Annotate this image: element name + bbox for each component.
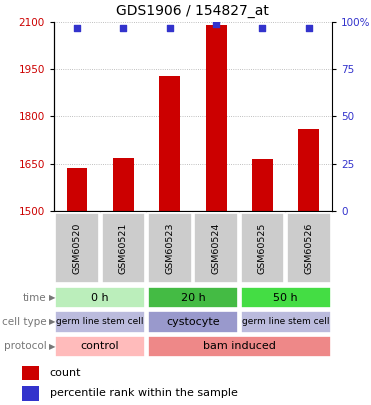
- Bar: [55, 213, 99, 283]
- Text: control: control: [81, 341, 119, 351]
- Bar: [287, 213, 331, 283]
- Text: GSM60525: GSM60525: [258, 222, 267, 274]
- Text: 50 h: 50 h: [273, 293, 298, 303]
- Text: 0 h: 0 h: [91, 293, 109, 303]
- Bar: [241, 287, 331, 308]
- Bar: [113, 158, 134, 211]
- Text: cystocyte: cystocyte: [166, 317, 220, 327]
- Bar: [159, 76, 180, 211]
- Bar: [55, 311, 145, 333]
- Bar: [252, 159, 273, 211]
- Text: ▶: ▶: [49, 318, 55, 326]
- Text: ▶: ▶: [49, 293, 55, 302]
- Text: bam induced: bam induced: [203, 341, 276, 351]
- Point: [167, 25, 173, 31]
- Text: percentile rank within the sample: percentile rank within the sample: [50, 388, 237, 399]
- Text: ▶: ▶: [49, 342, 55, 351]
- Point: [213, 21, 219, 28]
- Bar: [241, 311, 331, 333]
- Text: GSM60520: GSM60520: [72, 222, 82, 274]
- Text: cell type: cell type: [2, 317, 46, 327]
- Text: time: time: [23, 293, 46, 303]
- Bar: [148, 311, 238, 333]
- Bar: [66, 168, 88, 211]
- Title: GDS1906 / 154827_at: GDS1906 / 154827_at: [116, 4, 269, 19]
- Bar: [55, 287, 145, 308]
- Text: germ line stem cell: germ line stem cell: [242, 318, 329, 326]
- Point: [120, 25, 126, 31]
- Bar: [148, 336, 331, 357]
- Bar: [194, 213, 238, 283]
- Bar: [22, 386, 39, 401]
- Text: count: count: [50, 369, 81, 378]
- Bar: [148, 213, 191, 283]
- Text: GSM60523: GSM60523: [165, 222, 174, 274]
- Text: GSM60524: GSM60524: [211, 222, 221, 274]
- Text: protocol: protocol: [4, 341, 46, 351]
- Text: 20 h: 20 h: [181, 293, 205, 303]
- Point: [74, 25, 80, 31]
- Bar: [241, 213, 284, 283]
- Bar: [206, 26, 227, 211]
- Text: germ line stem cell: germ line stem cell: [56, 318, 144, 326]
- Bar: [148, 287, 238, 308]
- Text: GSM60521: GSM60521: [119, 222, 128, 274]
- Bar: [298, 129, 319, 211]
- Bar: [55, 336, 145, 357]
- Point: [306, 25, 312, 31]
- Bar: [22, 366, 39, 381]
- Bar: [102, 213, 145, 283]
- Text: GSM60526: GSM60526: [304, 222, 313, 274]
- Point: [259, 25, 265, 31]
